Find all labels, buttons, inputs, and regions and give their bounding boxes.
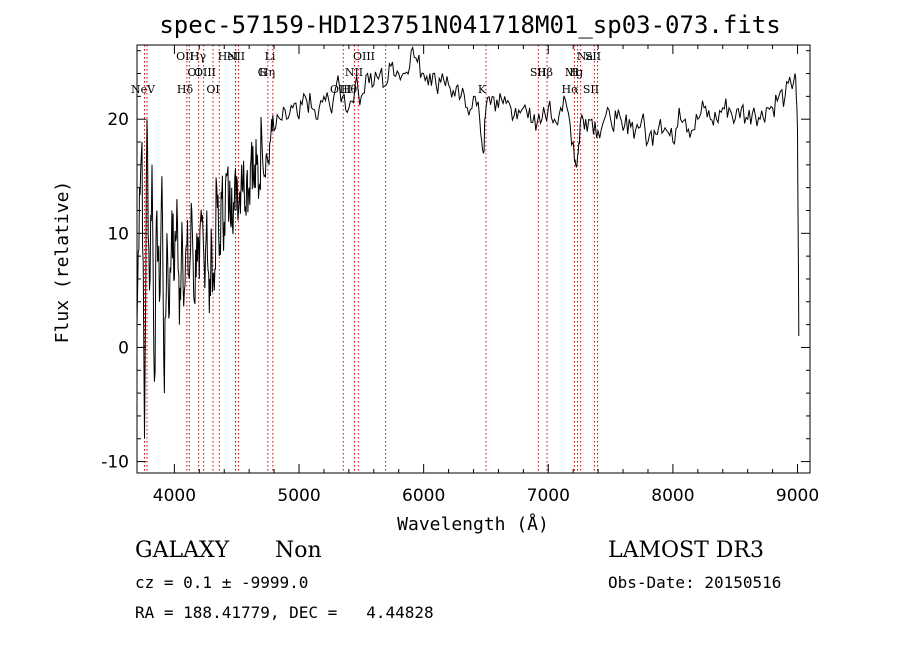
line-label-16: Na xyxy=(577,50,594,63)
line-label-6: K xyxy=(478,83,487,96)
chart-title: spec-57159-HD123751N041718M01_sp03-073.f… xyxy=(159,11,780,39)
line-label-10: Hγ xyxy=(190,50,207,63)
spectrum-line-0 xyxy=(136,45,800,439)
line-label-9: Hδ xyxy=(177,83,194,96)
x-tick-label-5: 9000 xyxy=(776,486,819,506)
object-subclass: Non xyxy=(275,538,322,563)
obs-date-text: Obs-Date: 20150516 xyxy=(608,573,782,592)
line-label-2: OIII xyxy=(194,66,216,79)
line-label-14: Hβ xyxy=(537,66,553,79)
line-label-1: OII xyxy=(176,50,194,63)
x-tick-label-3: 7000 xyxy=(527,486,570,506)
y-tick-label-0: -10 xyxy=(101,453,129,473)
line-label-15: Mg xyxy=(565,66,583,79)
line-label-11: G xyxy=(258,66,267,79)
line-label-21: NII xyxy=(345,66,363,79)
line-label-18: OI xyxy=(206,83,219,96)
line-label-19: NII xyxy=(227,50,245,63)
object-class: GALAXY xyxy=(135,538,230,563)
redshift-text: cz = 0.1 ± -9999.0 xyxy=(135,573,309,592)
x-tick-label-0: 4000 xyxy=(153,486,196,506)
line-label-3: HeI xyxy=(218,50,238,63)
x-tick-label-2: 6000 xyxy=(402,486,445,506)
spectrum-series xyxy=(136,45,800,439)
x-axis-label: Wavelength (Å) xyxy=(397,513,549,535)
line-label-5: Hθ xyxy=(341,83,358,96)
x-axis: 4000 5000 6000 7000 8000 9000 xyxy=(153,45,819,506)
survey-name: LAMOST DR3 xyxy=(608,538,764,563)
y-tick-label-2: 10 xyxy=(107,224,129,244)
line-label-22: SII xyxy=(530,66,546,79)
line-label-0: NeV xyxy=(131,83,156,96)
y-tick-label-1: 0 xyxy=(118,338,129,358)
line-label-7: H xyxy=(569,66,579,79)
x-tick-label-4: 8000 xyxy=(651,486,694,506)
line-label-4: Hη xyxy=(259,66,275,79)
y-axis: -10 0 10 20 xyxy=(101,50,810,473)
line-label-20: Li xyxy=(265,50,276,63)
line-label-23: Hα xyxy=(561,83,579,96)
plot-frame xyxy=(136,44,811,474)
line-label-13: OIII xyxy=(353,50,375,63)
y-tick-label-3: 20 xyxy=(107,110,129,130)
line-label-12: OIII xyxy=(330,83,352,96)
x-tick-label-1: 5000 xyxy=(277,486,320,506)
line-label-24: SII xyxy=(583,83,599,96)
line-label-8: SII xyxy=(585,50,601,63)
radec-text: RA = 188.41779, DEC = 4.44828 xyxy=(135,603,434,622)
y-axis-label: Flux (relative) xyxy=(52,181,73,344)
line-label-17: OI xyxy=(187,66,200,79)
